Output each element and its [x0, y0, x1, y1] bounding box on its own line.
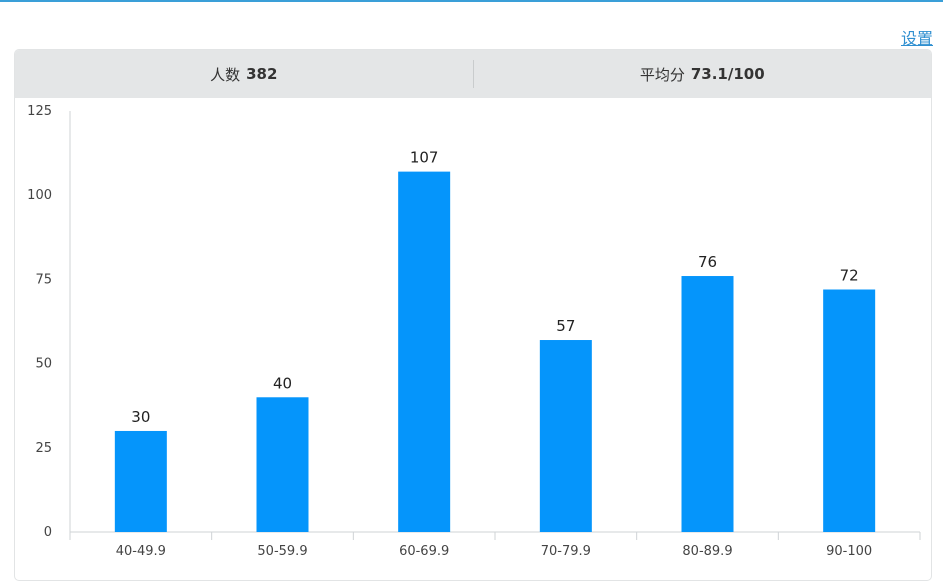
settings-link[interactable]: 设置 [900, 29, 933, 48]
bar [823, 289, 876, 532]
bar-data-label: 57 [556, 317, 575, 335]
bar [256, 397, 309, 532]
x-tick-label: 80-89.9 [682, 544, 732, 559]
stat-average: 平均分 73.1/100 [474, 50, 932, 98]
bar [398, 171, 451, 532]
bar [539, 340, 592, 532]
y-tick-label: 125 [27, 104, 52, 119]
bar-data-label: 40 [273, 374, 292, 392]
bar-data-label: 107 [410, 149, 439, 167]
x-tick-label: 70-79.9 [541, 544, 591, 559]
bar [114, 430, 167, 532]
x-tick-label: 60-69.9 [399, 544, 449, 559]
x-tick-label: 40-49.9 [116, 544, 166, 559]
y-tick-label: 50 [35, 357, 52, 372]
stat-average-label: 平均分 [639, 65, 685, 84]
stat-average-value: 73.1/100 [690, 65, 765, 83]
summary-stats-bar: 人数 382 平均分 73.1/100 [15, 50, 931, 98]
stat-count-label: 人数 [210, 65, 241, 84]
bar [681, 276, 734, 532]
y-tick-label: 25 [35, 441, 52, 456]
stat-divider [472, 60, 474, 88]
bar-data-label: 76 [698, 253, 717, 271]
bar-chart: 0 25 50 75 100 125 30 40-49.9 40 50-59.9 107 60-69.… [27, 104, 921, 559]
stat-count-value: 382 [246, 65, 278, 83]
bar-data-label: 72 [840, 267, 859, 285]
y-tick-label: 0 [44, 525, 52, 540]
x-tick-label: 50-59.9 [257, 544, 307, 559]
top-accent-rule [0, 0, 943, 2]
y-tick-label: 75 [35, 272, 52, 287]
bar-data-label: 30 [131, 408, 150, 426]
stat-count: 人数 382 [15, 50, 473, 98]
y-tick-label: 100 [27, 188, 52, 203]
score-distribution-panel: 人数 382 平均分 73.1/100 0 25 50 75 100 125 30 40-49… [14, 49, 932, 581]
x-tick-label: 90-100 [826, 544, 872, 559]
